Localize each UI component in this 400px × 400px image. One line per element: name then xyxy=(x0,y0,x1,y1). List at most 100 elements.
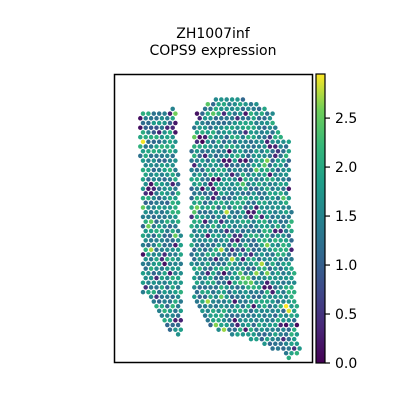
expression-spot xyxy=(267,200,273,206)
expression-spot xyxy=(173,271,178,276)
expression-spot xyxy=(281,158,286,163)
expression-spot xyxy=(246,116,251,121)
expression-spot xyxy=(140,224,146,229)
expression-spot xyxy=(264,242,270,248)
expression-spot xyxy=(162,318,167,323)
expression-spot xyxy=(154,285,159,290)
expression-spot xyxy=(281,327,286,332)
expression-spot xyxy=(267,341,273,347)
expression-spot xyxy=(154,228,159,234)
expression-spot xyxy=(259,252,265,257)
expression-spot xyxy=(289,303,294,309)
expression-spot xyxy=(175,209,181,215)
expression-spot xyxy=(159,172,165,177)
expression-spot xyxy=(264,327,270,332)
expression-spot xyxy=(213,285,219,290)
expression-spot xyxy=(173,318,178,323)
expression-spot xyxy=(246,238,251,243)
expression-spot xyxy=(240,153,246,159)
expression-spot xyxy=(229,322,235,328)
expression-spot xyxy=(165,275,170,281)
expression-spot xyxy=(192,294,197,300)
expression-spot xyxy=(273,200,278,206)
expression-spot xyxy=(251,275,256,281)
expression-spot xyxy=(143,144,148,149)
expression-spot xyxy=(208,238,213,243)
expression-spot xyxy=(138,116,143,121)
expression-spot xyxy=(156,233,162,238)
expression-spot xyxy=(237,224,243,229)
expression-spot xyxy=(291,299,297,304)
expression-spot xyxy=(208,266,213,271)
expression-spot xyxy=(240,332,246,337)
expression-spot xyxy=(159,313,165,318)
expression-spot xyxy=(210,195,216,201)
expression-spot xyxy=(194,195,200,201)
expression-spot xyxy=(156,252,162,257)
expression-spot xyxy=(259,139,265,145)
expression-spot xyxy=(281,224,286,229)
expression-spot xyxy=(205,280,211,285)
expression-spot xyxy=(205,308,211,314)
expression-spot xyxy=(229,116,235,121)
expression-spot xyxy=(213,266,219,271)
expression-spot xyxy=(246,172,251,177)
expression-spot xyxy=(213,200,219,206)
expression-spot xyxy=(229,266,235,271)
expression-spot xyxy=(254,289,259,295)
expression-spot xyxy=(189,224,194,229)
expression-spot xyxy=(256,163,262,168)
expression-spot xyxy=(254,271,259,276)
expression-spot xyxy=(210,167,216,173)
expression-spot xyxy=(235,181,240,187)
expression-spot xyxy=(224,219,229,224)
expression-spot xyxy=(240,266,246,271)
expression-spot xyxy=(173,299,178,304)
expression-spot xyxy=(202,134,208,140)
expression-spot xyxy=(254,233,259,238)
expression-spot xyxy=(278,191,283,196)
expression-spot xyxy=(243,242,248,248)
expression-spot xyxy=(294,303,300,309)
expression-spot xyxy=(283,163,289,168)
expression-spot xyxy=(273,313,278,318)
expression-spot xyxy=(143,163,148,168)
expression-spot xyxy=(208,172,213,177)
expression-spot xyxy=(189,195,194,201)
expression-spot xyxy=(197,172,202,177)
expression-spot xyxy=(262,219,267,224)
expression-spot xyxy=(159,209,165,215)
expression-spot xyxy=(275,289,281,295)
expression-spot xyxy=(267,322,273,328)
expression-spot xyxy=(227,158,232,163)
expression-spot xyxy=(219,219,224,224)
expression-spot xyxy=(173,242,178,248)
expression-spot xyxy=(254,158,259,163)
expression-spot xyxy=(275,167,281,173)
expression-spot xyxy=(194,186,200,192)
expression-spot xyxy=(156,148,162,154)
expression-spot xyxy=(192,247,197,253)
expression-spot xyxy=(200,120,205,126)
expression-spot xyxy=(162,224,167,229)
expression-spot xyxy=(251,266,256,271)
expression-spot xyxy=(251,313,256,318)
expression-spot xyxy=(227,214,232,220)
expression-spot xyxy=(173,120,178,126)
expression-spot xyxy=(213,181,219,187)
expression-spot xyxy=(216,195,221,201)
expression-spot xyxy=(205,289,211,295)
expression-spot xyxy=(192,228,197,234)
expression-spot xyxy=(173,214,178,220)
expression-spot xyxy=(170,209,175,215)
expression-spot xyxy=(221,224,227,229)
expression-spot xyxy=(267,134,273,140)
expression-spot xyxy=(202,247,208,253)
expression-spot xyxy=(262,200,267,206)
expression-spot xyxy=(286,233,292,238)
expression-spot xyxy=(254,120,259,126)
expression-spot xyxy=(170,200,175,206)
expression-spot xyxy=(270,158,275,163)
expression-spot xyxy=(259,336,265,342)
expression-spot xyxy=(224,228,229,234)
